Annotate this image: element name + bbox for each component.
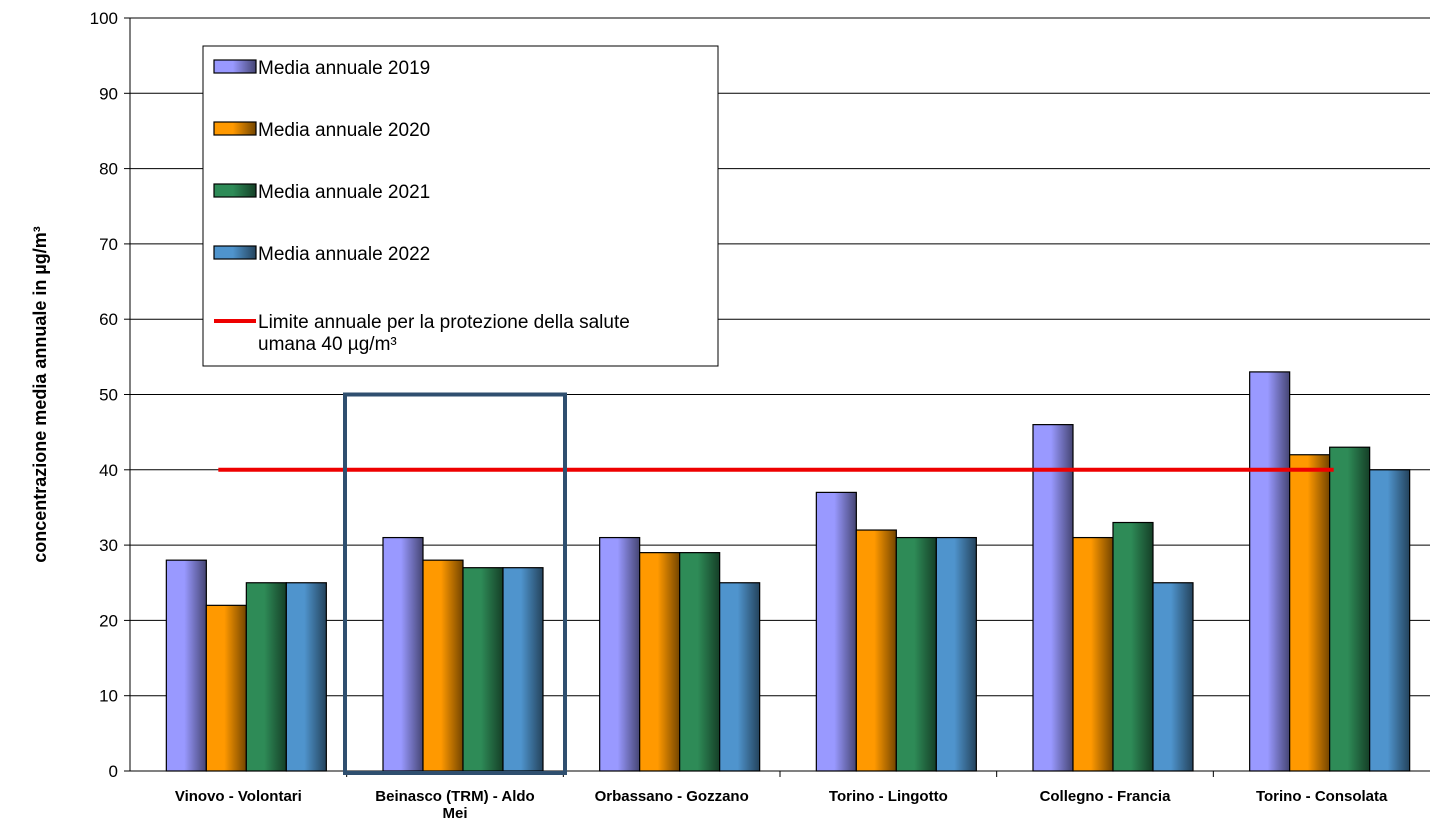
x-tick-label: Beinasco (TRM) - Aldo	[375, 788, 534, 805]
y-tick-label: 50	[99, 386, 118, 405]
bar	[855, 529, 897, 772]
bar	[1112, 521, 1154, 772]
bar	[1072, 536, 1114, 772]
legend-label: Media annuale 2021	[258, 182, 430, 203]
bar	[1289, 454, 1331, 772]
bar	[1032, 424, 1074, 772]
legend-label-limit: Limite annuale per la protezione della s…	[258, 312, 630, 333]
bar	[245, 582, 287, 772]
y-tick-label: 100	[90, 9, 118, 28]
y-tick-label: 60	[99, 310, 118, 329]
bar	[502, 567, 544, 772]
x-tick-label: Torino - Lingotto	[829, 788, 948, 805]
x-tick-label: Orbassano - Gozzano	[595, 788, 749, 805]
legend-box	[202, 45, 719, 367]
legend-swatch	[213, 183, 257, 198]
bar	[422, 559, 464, 772]
bar	[1249, 371, 1291, 772]
x-tick-label: Vinovo - Volontari	[175, 788, 302, 805]
bar	[599, 536, 641, 772]
bar	[165, 559, 207, 772]
bar	[815, 491, 857, 772]
bar	[1152, 582, 1194, 772]
bar	[462, 567, 504, 772]
y-tick-label: 0	[109, 762, 118, 781]
bar	[1329, 446, 1371, 772]
x-tick-label: Collegno - Francia	[1040, 788, 1172, 805]
bar	[719, 582, 761, 772]
legend-label-limit: umana 40 µg/m³	[258, 334, 397, 355]
y-tick-label: 10	[99, 687, 118, 706]
bar	[639, 552, 681, 772]
y-axis-label: concentrazione media annuale in µg/m³	[30, 226, 50, 562]
highlight-box	[343, 392, 567, 775]
legend-swatch	[213, 245, 257, 260]
legend: Media annuale 2019 Media annuale 2020 Medi…	[202, 45, 719, 367]
legend-label: Media annuale 2020	[258, 120, 430, 141]
bar	[935, 536, 977, 772]
bar	[1369, 469, 1411, 772]
bar	[895, 536, 937, 772]
bar	[679, 552, 721, 772]
x-tick-label: Mei	[442, 805, 467, 822]
bars	[165, 371, 1411, 772]
y-tick-label: 90	[99, 84, 118, 103]
y-tick-label: 80	[99, 160, 118, 179]
highlight-layer	[343, 392, 567, 775]
legend-swatch	[213, 121, 257, 136]
x-tick-label: Torino - Consolata	[1256, 788, 1388, 805]
legend-label: Media annuale 2022	[258, 244, 430, 265]
labels: 0 10 20 30 40 50 60 70 80 90 100 Vinovo - Volontari…	[30, 9, 1388, 822]
legend-label: Media annuale 2019	[258, 58, 430, 79]
y-tick-label: 70	[99, 235, 118, 254]
bar	[205, 604, 247, 772]
legend-swatch	[213, 59, 257, 74]
bar	[382, 536, 424, 772]
y-tick-label: 20	[99, 611, 118, 630]
bar	[285, 582, 327, 772]
y-tick-label: 40	[99, 461, 118, 480]
y-tick-label: 30	[99, 536, 118, 555]
